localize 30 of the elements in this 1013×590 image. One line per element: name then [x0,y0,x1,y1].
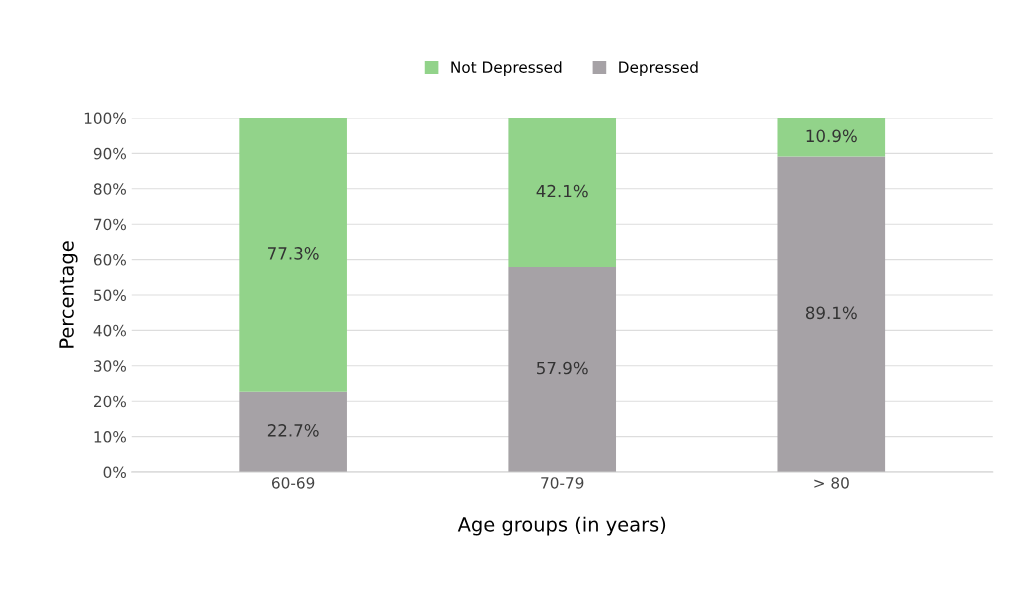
x-tick-label: 70-79 [541,477,584,489]
x-axis-title: Age groups (in years) [457,516,666,536]
x-tick-label: > 80 [814,477,849,489]
y-tick-label: 100% [84,112,126,125]
y-tick-label: 60% [93,254,126,266]
y-tick-label: 70% [94,218,126,231]
y-tick-label: 40% [93,324,126,337]
data-label: 22.7% [267,424,319,437]
legend-label: Not Depressed [451,61,562,76]
y-tick-label: 10% [94,431,126,443]
data-label: 10.9% [806,129,857,143]
bar [508,118,617,268]
bar [777,156,886,472]
x-tick-label: 60-69 [272,477,315,489]
y-tick-label: 0% [103,466,126,479]
y-tick-label: 30% [94,360,126,372]
bar [239,118,347,392]
legend-label: Depressed [619,61,698,76]
bar [777,118,886,157]
y-tick-label: 90% [93,147,126,160]
bar [508,267,617,472]
y-tick-label: 20% [93,395,126,408]
data-label: 57.9% [537,361,588,375]
y-axis-title: Percentage [59,241,78,348]
y-tick-label: 80% [93,183,126,195]
bar [239,391,347,472]
data-label: 42.1% [536,184,588,198]
data-label: 77.3% [268,247,319,260]
y-tick-label: 50% [94,289,126,302]
data-label: 89.1% [805,306,857,320]
